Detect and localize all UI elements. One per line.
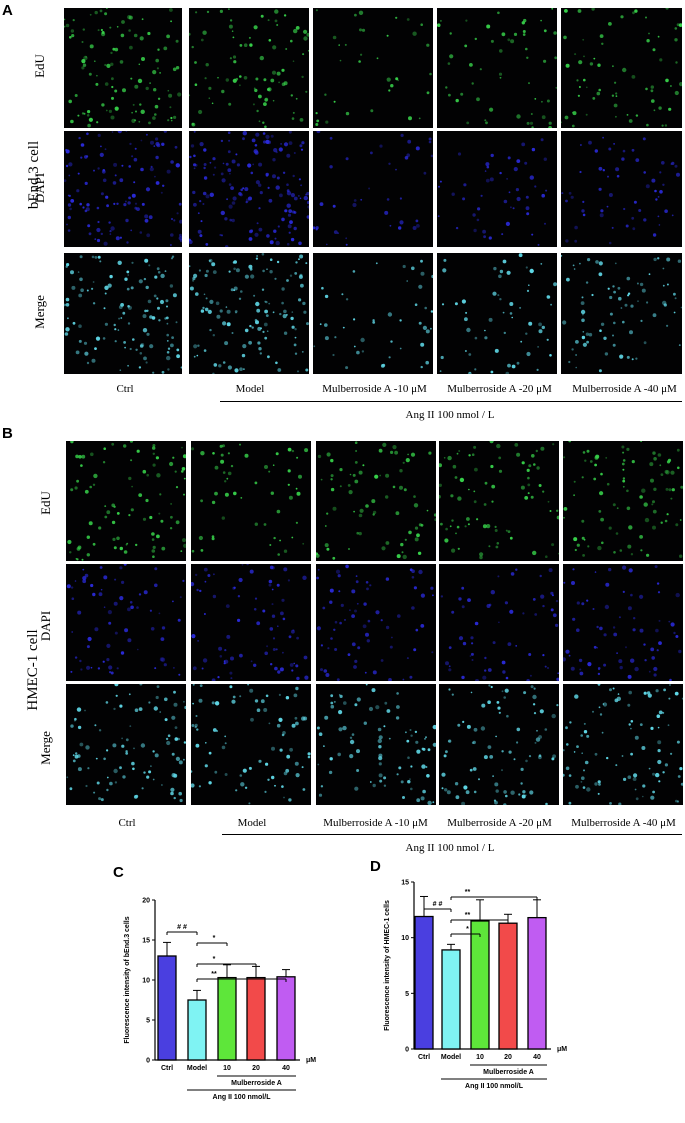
x-tick-label: 40 xyxy=(533,1054,541,1061)
micrograph-dapi xyxy=(316,564,436,681)
unit-label: μM xyxy=(557,1046,567,1053)
micrograph-edu xyxy=(316,441,436,561)
micrograph-merge xyxy=(561,253,682,374)
y-tick-label: 10 xyxy=(142,978,150,985)
micrograph-edu xyxy=(313,8,433,128)
x-tick-label: Ctrl xyxy=(161,1065,173,1072)
x-tick-label: 10 xyxy=(223,1065,231,1072)
y-axis-label: Fluorescence intensity of HMEC-1 cells xyxy=(384,900,391,1031)
micrograph-merge xyxy=(437,253,557,374)
micrograph-merge xyxy=(191,684,311,805)
micrograph-merge xyxy=(316,684,436,805)
col-label-model-a: Model xyxy=(235,383,265,395)
x-tick-label: 20 xyxy=(504,1054,512,1061)
significance-mark: ** xyxy=(465,889,471,896)
micrograph-dapi xyxy=(561,131,682,247)
x-tick-label: 40 xyxy=(282,1065,290,1072)
significance-mark: ** xyxy=(211,971,217,978)
significance-mark: # # xyxy=(433,901,443,908)
significance-mark: ** xyxy=(465,912,471,919)
treatment-label-a: Ang II 100 nmol / L xyxy=(405,409,495,421)
x-tick-label: Model xyxy=(187,1065,207,1072)
micrograph-dapi xyxy=(189,131,309,247)
col-label-ctrl-a: Ctrl xyxy=(116,383,134,395)
micrograph-merge xyxy=(313,253,433,374)
bar-40 xyxy=(527,916,547,1050)
row-label-edu-b: EdU xyxy=(38,491,53,515)
col-label-10-a: Mulberroside A -10 μM xyxy=(322,383,427,395)
col-label-20-b: Mulberroside A -20 μM xyxy=(447,817,552,829)
bar-20 xyxy=(498,922,518,1050)
micrograph-edu xyxy=(563,441,683,561)
row-label-edu-a: EdU xyxy=(32,54,47,78)
panel-letter-b: B xyxy=(2,425,13,442)
col-label-40-a: Mulberroside A -40 μM xyxy=(572,383,677,395)
col-label-40-b: Mulberroside A -40 μM xyxy=(571,817,676,829)
micrograph-dapi xyxy=(64,131,182,247)
col-label-10-b: Mulberroside A -10 μM xyxy=(323,817,428,829)
treatment-line-a xyxy=(220,401,682,402)
bar-20 xyxy=(246,976,266,1061)
y-tick-label: 0 xyxy=(405,1047,409,1054)
micrograph-merge xyxy=(189,253,309,374)
treatment-label: Ang II 100 nmol/L xyxy=(213,1094,272,1101)
bar-10 xyxy=(217,976,237,1061)
x-tick-label: Model xyxy=(441,1054,461,1061)
col-label-ctrl-b: Ctrl xyxy=(118,817,136,829)
micrograph-dapi xyxy=(313,131,433,247)
row-label-merge-a: Merge xyxy=(32,295,47,329)
group-label: Mulberroside A xyxy=(231,1080,282,1087)
col-label-20-a: Mulberroside A -20 μM xyxy=(447,383,552,395)
micrograph-dapi xyxy=(439,564,559,681)
bar-40 xyxy=(276,976,296,1061)
y-tick-label: 15 xyxy=(142,938,150,945)
panel-letter-c: C xyxy=(113,864,124,881)
col-label-model-b: Model xyxy=(237,817,267,829)
x-tick-label: Ctrl xyxy=(418,1054,430,1061)
significance-mark: * xyxy=(213,956,216,963)
y-tick-label: 5 xyxy=(146,1018,150,1025)
micrograph-merge xyxy=(439,684,559,805)
micrograph-merge xyxy=(64,253,182,374)
micrograph-dapi xyxy=(437,131,557,247)
y-tick-label: 10 xyxy=(401,935,409,942)
y-axis-label: Fluorescence intensity of bEnd.3 cells xyxy=(124,916,131,1043)
micrograph-merge xyxy=(563,684,683,805)
row-label-dapi-b: DAPI xyxy=(38,610,53,642)
micrograph-merge xyxy=(66,684,186,805)
micrograph-edu xyxy=(66,441,186,561)
panel-letter-a: A xyxy=(2,2,13,19)
significance-mark: # # xyxy=(177,924,187,931)
micrograph-dapi xyxy=(191,564,311,681)
bar-ctrl xyxy=(157,955,177,1061)
micrograph-edu xyxy=(561,8,682,128)
bar-model xyxy=(441,949,461,1050)
micrograph-edu xyxy=(437,8,557,128)
bar-ctrl xyxy=(414,915,434,1050)
row-label-dapi-a: DAPI xyxy=(32,172,47,204)
panel-letter-d: D xyxy=(370,858,381,875)
micrograph-edu xyxy=(439,441,559,561)
micrograph-dapi xyxy=(66,564,186,681)
group-label: Mulberroside A xyxy=(483,1069,534,1076)
row-label-merge-b: Merge xyxy=(38,731,53,765)
micrograph-dapi xyxy=(563,564,683,681)
micrograph-edu xyxy=(191,441,311,561)
treatment-line-b xyxy=(222,834,682,835)
x-tick-label: 10 xyxy=(476,1054,484,1061)
micrograph-edu xyxy=(64,8,182,128)
treatment-label-b: Ang II 100 nmol / L xyxy=(405,842,495,854)
x-tick-label: 20 xyxy=(252,1065,260,1072)
bar-10 xyxy=(470,920,490,1050)
y-tick-label: 20 xyxy=(142,898,150,905)
y-tick-label: 15 xyxy=(401,880,409,887)
significance-mark: * xyxy=(213,935,216,942)
y-tick-label: 0 xyxy=(146,1058,150,1065)
bar-model xyxy=(187,999,207,1061)
y-tick-label: 5 xyxy=(405,991,409,998)
treatment-label: Ang II 100 nmol/L xyxy=(465,1083,524,1090)
unit-label: μM xyxy=(306,1057,316,1064)
significance-mark: * xyxy=(466,926,469,933)
micrograph-edu xyxy=(189,8,309,128)
